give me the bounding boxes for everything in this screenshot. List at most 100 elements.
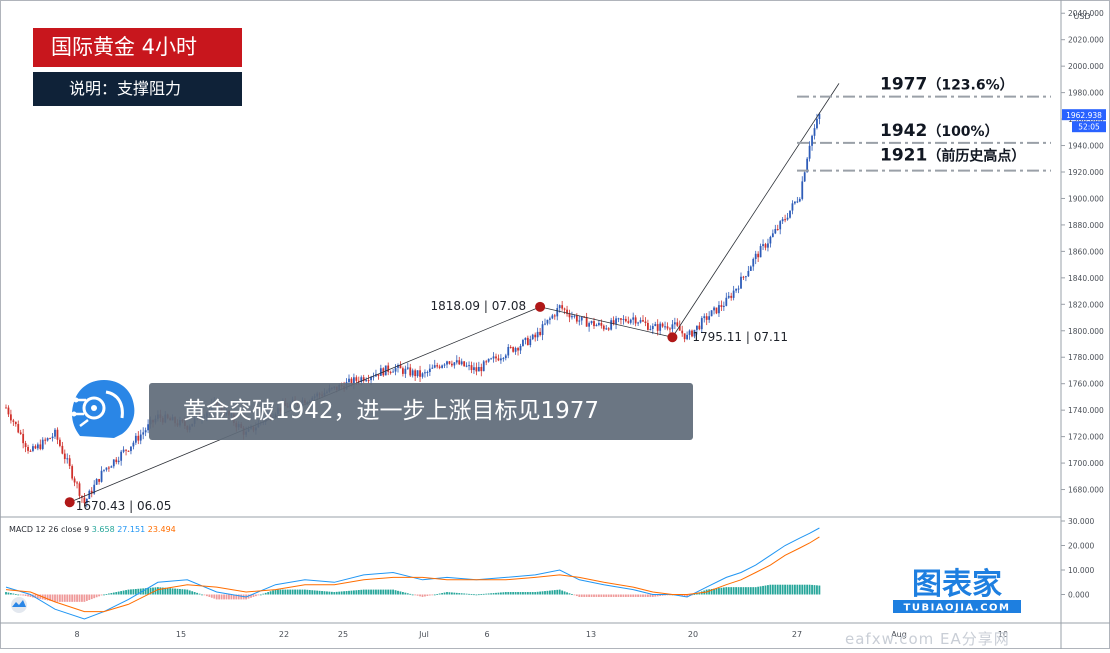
candle <box>796 201 799 203</box>
candle <box>507 347 510 356</box>
macd-histogram-bar <box>776 584 779 595</box>
macd-histogram-bar <box>218 594 221 600</box>
candle <box>125 449 127 451</box>
macd-histogram-bar <box>745 587 747 595</box>
candle <box>387 365 390 372</box>
candle <box>595 324 598 327</box>
level-note: （123.6%） <box>927 78 1013 94</box>
macd-histogram-bar <box>426 594 429 596</box>
macd-histogram-bar <box>661 594 664 596</box>
macd-histogram-bar <box>428 594 431 596</box>
macd-histogram-bar <box>504 592 507 595</box>
macd-histogram-bar <box>769 584 772 595</box>
trend-lines <box>64 83 840 508</box>
candle <box>73 478 76 483</box>
macd-histogram-bar <box>411 594 414 596</box>
macd-histogram-bar <box>514 592 517 595</box>
candle <box>536 331 539 338</box>
price-tick-label: 1760.000 <box>1068 380 1104 389</box>
macd-histogram-bar <box>14 594 17 595</box>
macd-histogram-bar <box>250 594 252 598</box>
macd-histogram-bar <box>127 589 130 595</box>
candle <box>130 446 132 452</box>
candle <box>404 368 407 374</box>
macd-histogram-bar <box>81 594 83 602</box>
macd-histogram-bar <box>446 592 448 595</box>
macd-histogram-bar <box>220 594 223 600</box>
pivot-date: | 07.08 <box>480 299 526 313</box>
candle <box>127 450 130 452</box>
macd-histogram-bar <box>791 584 794 595</box>
time-tick-label: Jul <box>418 630 429 639</box>
candle <box>495 356 497 359</box>
candle <box>526 337 529 346</box>
macd-histogram-bar <box>482 593 485 595</box>
price-tick-label: 1780.000 <box>1068 353 1104 362</box>
macd-histogram-bar <box>512 592 515 595</box>
time-tick-label: 6 <box>484 630 489 639</box>
candle <box>41 439 44 449</box>
candle <box>12 420 15 422</box>
candle <box>615 318 617 324</box>
macd-histogram-bar <box>326 591 328 595</box>
pivot-point <box>535 301 546 312</box>
candle <box>639 320 642 323</box>
macd-histogram-bar <box>132 589 135 595</box>
macd-histogram-bar <box>208 594 211 597</box>
time-tick-label: 20 <box>688 630 698 639</box>
price-tick-label: 1860.000 <box>1068 247 1104 256</box>
candle <box>725 297 728 306</box>
candle <box>475 367 478 372</box>
macd-histogram-bar <box>595 594 598 597</box>
macd-histogram-bar <box>264 592 267 595</box>
macd-histogram-bar <box>639 594 642 597</box>
macd-histogram-bar <box>394 590 397 595</box>
time-tick-label: Aug <box>891 630 907 639</box>
macd-histogram-bar <box>232 594 235 600</box>
macd-histogram-bar <box>46 594 49 601</box>
candle <box>144 430 147 433</box>
macd-histogram-bar <box>399 591 402 595</box>
macd-histogram-bar <box>73 594 76 602</box>
candle <box>421 373 424 377</box>
candle <box>406 367 409 369</box>
candle <box>811 135 813 146</box>
macd-histogram-bar <box>632 594 635 597</box>
macd-histogram-bar <box>789 584 791 595</box>
level-label: 1942（100%） <box>880 121 999 141</box>
macd-histogram-bar <box>134 588 137 595</box>
macd-histogram-bar <box>313 590 316 595</box>
countdown: 52:05 <box>1078 123 1100 132</box>
candle <box>747 270 750 277</box>
candle <box>46 438 49 441</box>
candle <box>36 444 39 449</box>
macd-histogram-bar <box>149 587 152 595</box>
brand-logo: 图表家 TUBIAOJIA.COM <box>893 567 1021 614</box>
macd-histogram-bar <box>105 594 108 595</box>
candle <box>436 365 439 367</box>
candle <box>705 316 708 320</box>
macd-histogram-bar <box>365 589 368 595</box>
macd-histogram-bar <box>654 594 657 597</box>
macd-histogram-bar <box>468 593 470 595</box>
candle <box>365 380 368 382</box>
macd-histogram-bar <box>176 588 179 595</box>
candle <box>642 320 644 322</box>
macd-histogram-bar <box>708 589 711 595</box>
macd-histogram-bar <box>539 591 541 595</box>
candle <box>661 323 664 327</box>
candle <box>818 113 821 120</box>
chart-title: 国际黄金 4小时 <box>33 28 242 67</box>
pivot-point <box>667 332 678 343</box>
candle <box>134 435 137 443</box>
macd-histogram-bar <box>607 594 610 597</box>
candle <box>774 229 777 234</box>
macd-histogram-bar <box>296 589 299 595</box>
macd-histogram-bar <box>549 590 551 595</box>
macd-histogram-bar <box>443 592 446 595</box>
time-tick-label: 25 <box>338 630 348 639</box>
candle <box>482 361 485 372</box>
candle <box>798 198 801 202</box>
macd-histogram-bar <box>718 588 720 595</box>
price-tick-label: 1720.000 <box>1068 433 1104 442</box>
